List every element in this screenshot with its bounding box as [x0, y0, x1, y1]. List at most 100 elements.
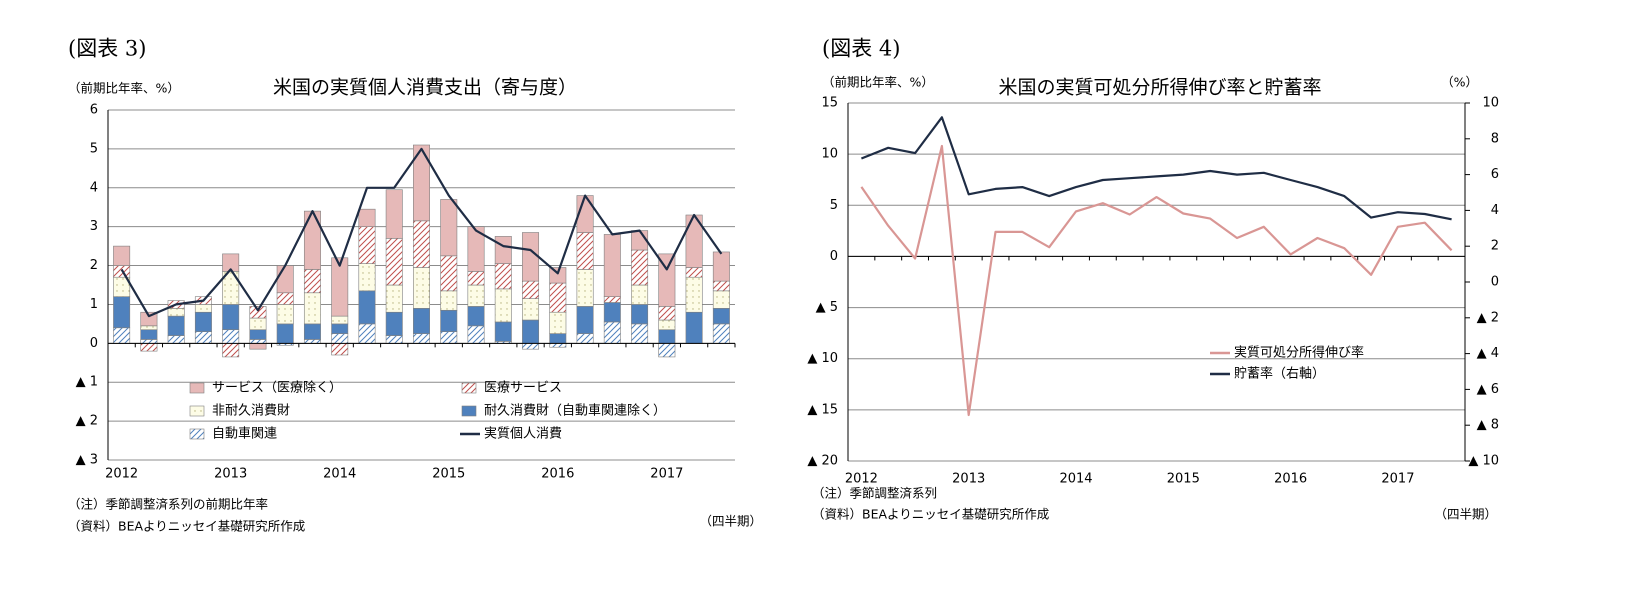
bar-segment [712, 290, 730, 309]
bar-segment [331, 343, 349, 356]
bar-segment [712, 308, 730, 325]
bar-segment [140, 339, 158, 344]
legend-label: 非耐久消費財 [212, 404, 290, 419]
bar-segment [603, 302, 621, 323]
bar-segment [522, 280, 540, 299]
y2-tick-label: ▲ 10 [1468, 454, 1499, 469]
y2-tick-label: 10 [1482, 96, 1499, 111]
bar-segment [222, 304, 240, 331]
bar-segment [467, 306, 485, 327]
note: （資料）BEAよりニッセイ基礎研究所作成 [68, 519, 305, 534]
y2-tick-label: ▲ 8 [1477, 418, 1499, 433]
bar-segment [303, 269, 321, 294]
bar-segment [576, 232, 594, 270]
y-tick-label: ▲ 15 [807, 402, 838, 417]
bar-segment [576, 269, 594, 307]
x-tick-label: 2014 [323, 467, 356, 482]
x-unit: （四半期） [1434, 507, 1497, 522]
note: （注）季節調整済系列の前期比年率 [68, 497, 268, 512]
y2-tick-label: ▲ 6 [1477, 382, 1499, 397]
bar-segment [549, 333, 567, 344]
series-line [860, 116, 1452, 221]
bar-segment [522, 232, 540, 282]
bar-segment [303, 210, 321, 270]
bar-segment [276, 323, 294, 344]
bar-segment [385, 238, 403, 286]
y-tick-label: ▲ 20 [807, 454, 838, 469]
bar-segment [440, 199, 458, 257]
x-tick-label: 2016 [541, 467, 574, 482]
y-tick-label: 5 [90, 141, 98, 156]
bar-segment [631, 249, 649, 286]
chart-title: 米国の実質可処分所得伸び率と貯蓄率 [998, 77, 1321, 99]
bar-segment [331, 323, 349, 334]
x-tick-label: 2017 [1381, 472, 1414, 487]
y-tick-label: 15 [821, 96, 838, 111]
note: （注）季節調整済系列 [812, 486, 937, 501]
y-tick-label: ▲ 10 [807, 351, 838, 366]
y-tick-label: 6 [90, 103, 98, 118]
bar-segment [413, 144, 430, 222]
bar-segment [494, 321, 512, 342]
x-tick-label: 2015 [432, 467, 465, 482]
bar-segment [549, 343, 567, 348]
bar-segment [331, 315, 349, 325]
legend-label: 貯蓄率（右軸） [1234, 366, 1325, 382]
bar-segment [249, 339, 267, 344]
y-tick-label: 1 [90, 297, 98, 312]
bar-segment [631, 304, 649, 325]
bar-segment [603, 321, 621, 344]
y-tick-label: 4 [90, 180, 98, 195]
bar-segment [494, 236, 512, 264]
bar-segment [440, 309, 458, 332]
bar-segment [413, 220, 430, 268]
y2-tick-label: 6 [1491, 167, 1499, 182]
bar-segment [385, 284, 403, 313]
bar-segment [276, 292, 294, 305]
bar-segment [522, 343, 540, 350]
bar-segment [331, 257, 349, 317]
bar-segment [413, 308, 430, 334]
bar-segment [413, 333, 430, 344]
bar-segment [576, 306, 594, 334]
bar-segment [331, 333, 349, 344]
x-tick-label: 2012 [105, 467, 138, 482]
bar-segment [358, 263, 376, 292]
y-tick-label: 10 [821, 147, 838, 162]
bar-segment [685, 267, 703, 278]
bar-segment [658, 306, 676, 321]
y2-tick-label: 4 [1491, 203, 1499, 218]
y2-axis-label: （%） [1441, 75, 1478, 90]
bar-segment [222, 329, 240, 344]
bar-segment [440, 290, 458, 311]
bar-segment [685, 276, 703, 313]
bar-segment [167, 315, 185, 336]
legend-label: 自動車関連 [212, 427, 277, 442]
bar-segment [522, 298, 540, 321]
bar-segment [140, 329, 158, 340]
y2-tick-label: 8 [1491, 131, 1499, 146]
legend-swatch [189, 428, 205, 440]
bar-segment [440, 331, 458, 344]
legend-label: サービス（医療除く） [212, 381, 342, 396]
bar-segment [467, 271, 485, 286]
bar-segment [194, 304, 212, 313]
x-unit: （四半期） [699, 514, 762, 529]
y-tick-label: 0 [90, 336, 98, 351]
x-tick-label: 2013 [952, 472, 985, 487]
bar-segment [140, 343, 158, 352]
y-axis-label: （前期比年率、%） [68, 81, 180, 96]
bar-segment [113, 327, 131, 344]
bar-segment [467, 226, 485, 272]
y-tick-label: ▲ 1 [76, 375, 98, 390]
bar-segment [549, 311, 567, 334]
y-tick-label: 0 [830, 249, 838, 264]
bar-segment [303, 292, 321, 325]
legend-swatch [189, 405, 205, 417]
bar-segment [167, 308, 185, 317]
y2-tick-label: ▲ 2 [1477, 310, 1499, 325]
x-tick-label: 2016 [1274, 472, 1307, 487]
bar-segment [222, 253, 240, 272]
bar-segment [658, 319, 676, 331]
y2-tick-label: 2 [1491, 239, 1499, 254]
